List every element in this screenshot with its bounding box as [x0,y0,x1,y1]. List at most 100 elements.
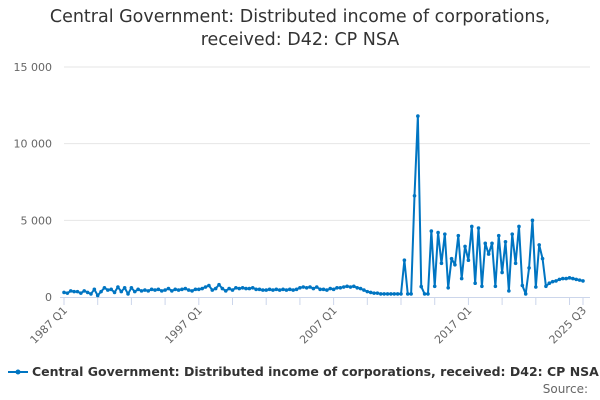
data-point [277,288,282,292]
series-line [63,115,584,297]
data-point [473,281,477,286]
data-point [493,284,498,289]
data-point [325,288,329,292]
data-point [112,290,117,295]
data-point [328,286,333,291]
data-point [298,286,302,290]
data-point [267,287,272,292]
data-point [257,287,262,292]
data-point [254,287,258,292]
data-point [365,289,370,294]
data-point [352,284,356,289]
data-point [378,292,383,296]
data-point [500,270,504,275]
data-point [426,292,430,296]
data-point [469,224,474,229]
data-point [99,289,103,294]
data-point [308,285,312,289]
data-point [261,288,265,292]
data-point [395,292,400,296]
data-point [126,292,130,296]
data-point [136,287,140,292]
data-point [547,281,552,286]
data-point [385,292,390,296]
data-point [287,287,292,292]
data-point [304,286,309,290]
data-point [79,291,83,295]
data-point [375,291,380,295]
y-tick-label: 0 [45,291,52,304]
x-tick-label: 1987 Q1 [28,304,71,347]
data-point [203,285,208,289]
data-point [412,194,417,198]
data-point [274,287,279,292]
data-point [217,282,221,287]
chart-title-line-1: Central Government: Distributed income o… [49,7,551,27]
data-point [186,288,191,292]
data-point [456,233,461,238]
data-point [520,283,525,288]
data-point [544,284,548,289]
data-point [314,285,319,289]
data-point [220,286,225,291]
data-point [567,276,572,280]
data-point [429,229,434,233]
data-point [180,287,184,292]
data-point [271,288,275,292]
data-point [193,287,198,292]
data-point [358,286,363,291]
data-point [281,287,285,292]
data-point [75,289,80,294]
data-point [244,286,248,291]
data-point [230,288,235,292]
data-point [234,286,238,290]
legend-label: Central Government: Distributed income o… [32,364,599,379]
data-point [496,233,501,238]
data-point [436,230,440,235]
data-point [146,289,151,293]
data-point [530,218,535,223]
data-point [62,290,66,295]
data-point [159,289,164,293]
data-point [486,252,491,256]
x-tick-label: 2025 Q3 [547,304,590,347]
data-point [95,293,100,298]
data-point [554,279,558,283]
data-point [250,286,255,290]
data-point [382,292,386,296]
data-point [459,276,464,281]
data-point [443,232,447,236]
chart-title-line-2: received: D42: CP NSA [200,30,400,50]
data-point [223,289,228,293]
data-point [291,288,295,292]
data-point [574,277,579,282]
x-tick-label: 2007 Q1 [297,304,340,347]
data-point [453,263,457,267]
data-point [432,284,437,289]
data-point [540,256,545,261]
data-point [510,232,515,236]
data-point [247,286,252,291]
data-point [311,286,316,291]
data-point [89,292,93,296]
data-point [166,286,171,291]
legend-marker-icon [8,369,28,374]
data-point [109,287,113,292]
data-point [210,288,215,292]
data-point [416,114,420,118]
data-point [72,289,76,294]
data-point [348,285,353,289]
data-point [301,285,306,289]
data-point [331,287,336,292]
y-tick-label: 5 000 [21,214,53,227]
data-point [560,276,565,281]
data-point [92,287,97,292]
data-point [197,287,201,292]
data-point [119,289,124,294]
data-point [237,286,242,291]
data-point [466,258,471,263]
data-point [294,287,299,292]
data-point [537,243,541,247]
legend[interactable]: Central Government: Distributed income o… [8,364,599,379]
